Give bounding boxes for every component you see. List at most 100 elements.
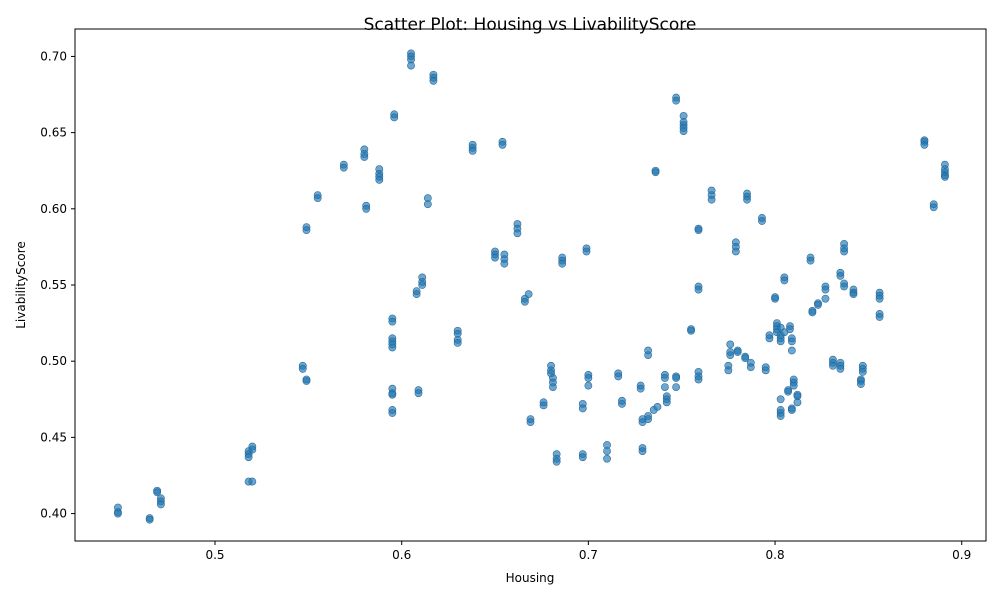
x-tick-label: 0.5 <box>205 548 224 562</box>
data-point <box>784 387 793 396</box>
data-point <box>787 337 796 346</box>
data-point <box>858 367 867 376</box>
data-point <box>584 381 593 390</box>
data-point <box>875 294 884 303</box>
data-point <box>636 384 645 393</box>
y-tick-label: 0.65 <box>40 126 67 140</box>
plot-area <box>74 28 987 542</box>
data-point <box>388 317 397 326</box>
data-point <box>500 259 509 268</box>
data-point <box>672 383 681 391</box>
data-point <box>786 325 794 334</box>
data-point <box>726 351 735 359</box>
data-point <box>429 76 438 85</box>
data-point <box>614 372 623 381</box>
data-point <box>707 195 716 204</box>
data-point <box>765 334 774 343</box>
data-point <box>743 195 751 204</box>
data-point <box>694 285 703 294</box>
chart-title: Scatter Plot: Housing vs LivabilityScore <box>364 15 697 35</box>
data-point <box>761 366 770 375</box>
x-axis-label: Housing <box>506 571 555 585</box>
x-axis-ticks: 0.5 0.6 0.7 0.8 0.9 <box>205 541 971 562</box>
data-point <box>875 313 884 321</box>
data-point <box>248 477 257 486</box>
data-point <box>789 381 798 390</box>
data-point <box>524 290 533 299</box>
data-point <box>849 290 858 299</box>
y-tick-label: 0.60 <box>40 202 67 216</box>
data-point <box>821 294 830 303</box>
data-point <box>375 175 384 184</box>
data-points <box>114 49 949 524</box>
data-point <box>793 398 802 407</box>
data-point <box>771 294 779 303</box>
data-point <box>388 343 397 352</box>
data-point <box>244 453 253 462</box>
data-point <box>672 374 681 382</box>
data-point <box>388 390 397 399</box>
data-point <box>694 375 703 384</box>
data-point <box>539 401 548 410</box>
data-point <box>578 404 587 413</box>
data-point <box>302 377 311 385</box>
data-point <box>145 515 154 524</box>
data-point <box>821 285 830 294</box>
data-point <box>694 226 703 235</box>
data-point <box>776 395 785 404</box>
x-tick-label: 0.9 <box>952 548 971 562</box>
data-point <box>360 153 369 161</box>
data-point <box>390 113 399 122</box>
data-point <box>582 247 591 256</box>
data-point <box>836 271 845 280</box>
data-point <box>638 447 647 455</box>
data-point <box>780 276 789 285</box>
y-axis-ticks: 0.40 0.45 0.50 0.55 0.60 0.65 0.70 <box>40 49 75 521</box>
data-point <box>644 351 653 359</box>
y-tick-label: 0.50 <box>40 354 67 368</box>
data-point <box>453 339 462 347</box>
data-point <box>153 488 162 497</box>
data-point <box>491 253 499 262</box>
data-point <box>662 398 671 407</box>
data-point <box>941 172 949 181</box>
data-point <box>520 297 529 306</box>
data-point <box>814 300 822 309</box>
data-point <box>644 415 653 423</box>
data-point <box>414 389 423 398</box>
data-point <box>651 168 660 177</box>
data-point <box>726 340 735 349</box>
data-point <box>407 61 415 70</box>
data-point <box>339 163 348 172</box>
data-point <box>920 140 929 149</box>
data-point <box>578 453 587 462</box>
data-point <box>808 308 817 317</box>
data-point <box>302 226 311 235</box>
data-point <box>787 406 796 414</box>
data-point <box>836 364 845 373</box>
data-point <box>603 454 611 463</box>
data-point <box>552 457 561 466</box>
data-point <box>248 445 257 454</box>
data-point <box>618 399 626 408</box>
data-point <box>776 337 785 346</box>
x-tick-label: 0.7 <box>579 548 598 562</box>
data-point <box>687 326 695 335</box>
data-point <box>558 259 567 268</box>
data-point <box>741 354 750 363</box>
data-point <box>776 412 785 420</box>
data-point <box>388 409 397 417</box>
data-point <box>806 256 815 265</box>
x-tick-label: 0.6 <box>392 548 411 562</box>
data-point <box>758 217 766 225</box>
data-point <box>114 509 122 518</box>
data-point <box>829 361 837 370</box>
plot-frame <box>74 28 987 542</box>
y-tick-label: 0.55 <box>40 278 67 292</box>
data-point <box>468 147 477 155</box>
data-point <box>412 290 421 299</box>
data-point <box>661 383 669 391</box>
data-point <box>513 229 522 238</box>
data-point <box>313 194 322 203</box>
